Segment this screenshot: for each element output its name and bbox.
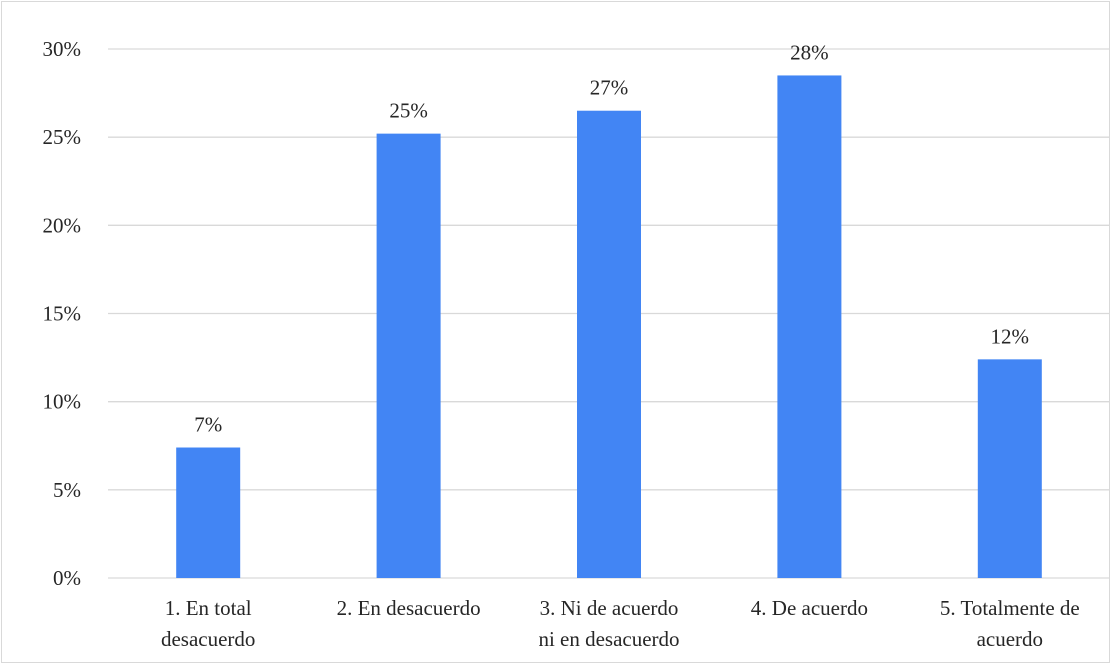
y-tick-label: 5% xyxy=(53,478,81,502)
category-label: acuerdo xyxy=(977,627,1043,651)
category-label: 2. En desacuerdo xyxy=(337,596,481,620)
y-tick-label: 25% xyxy=(43,125,82,149)
bar xyxy=(977,359,1042,578)
data-labels: 7% 25% 27% 28% 12% xyxy=(194,40,1029,436)
data-label: 28% xyxy=(790,40,829,64)
category-label: 1. En total xyxy=(165,596,252,620)
data-label: 7% xyxy=(194,413,222,437)
y-tick-label: 30% xyxy=(43,37,82,61)
category-label: 3. Ni de acuerdo xyxy=(540,596,679,620)
bar xyxy=(777,75,842,578)
y-tick-label: 15% xyxy=(43,302,82,326)
data-label: 25% xyxy=(389,99,428,123)
bar xyxy=(176,447,241,578)
y-tick-label: 10% xyxy=(43,390,82,414)
category-label: ni en desacuerdo xyxy=(538,627,679,651)
y-tick-label: 0% xyxy=(53,566,81,590)
bar xyxy=(376,133,441,578)
category-label: 4. De acuerdo xyxy=(751,596,868,620)
y-axis-ticks: 0% 5% 10% 15% 20% 25% 30% xyxy=(43,37,82,590)
bars xyxy=(176,75,1042,578)
data-label: 27% xyxy=(590,76,629,100)
data-label: 12% xyxy=(991,324,1030,348)
category-label: 5. Totalmente de xyxy=(940,596,1080,620)
y-tick-label: 20% xyxy=(43,213,82,237)
category-label: desacuerdo xyxy=(161,627,255,651)
x-axis-categories: 1. En total desacuerdo 2. En desacuerdo 3. … xyxy=(161,596,1080,651)
bar xyxy=(577,110,641,578)
